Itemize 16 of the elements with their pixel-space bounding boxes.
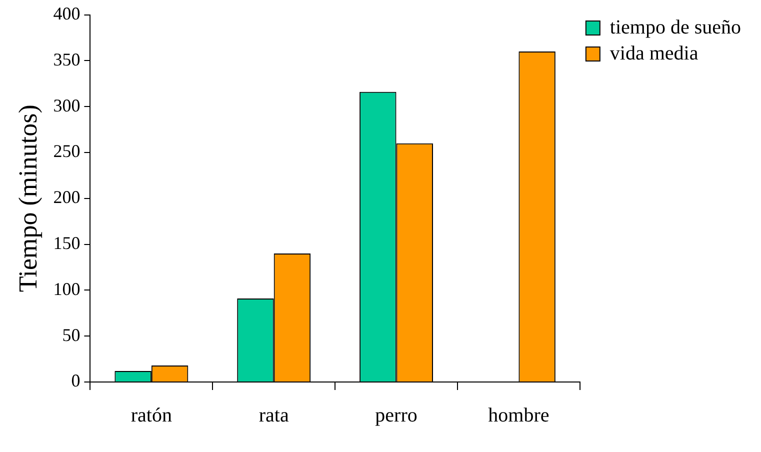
x-tick-label: perro	[375, 404, 418, 426]
y-tick-label: 150	[53, 233, 80, 254]
x-tick-label: rata	[258, 404, 289, 426]
legend-label: vida media	[610, 42, 698, 64]
x-tick-label: ratón	[130, 404, 172, 426]
y-tick-label: 250	[53, 141, 80, 162]
legend-label: tiempo de sueño	[610, 16, 742, 38]
y-tick-label: 0	[71, 370, 80, 391]
x-tick-label: hombre	[488, 404, 550, 426]
y-tick-label: 100	[53, 278, 80, 299]
y-tick-label: 50	[62, 324, 80, 345]
y-tick-label: 400	[53, 4, 80, 24]
y-tick-label: 300	[53, 95, 80, 116]
y-tick-label: 200	[53, 187, 80, 208]
y-axis-title: Tiempo (minutos)	[13, 104, 42, 292]
y-tick-label: 350	[53, 49, 80, 70]
